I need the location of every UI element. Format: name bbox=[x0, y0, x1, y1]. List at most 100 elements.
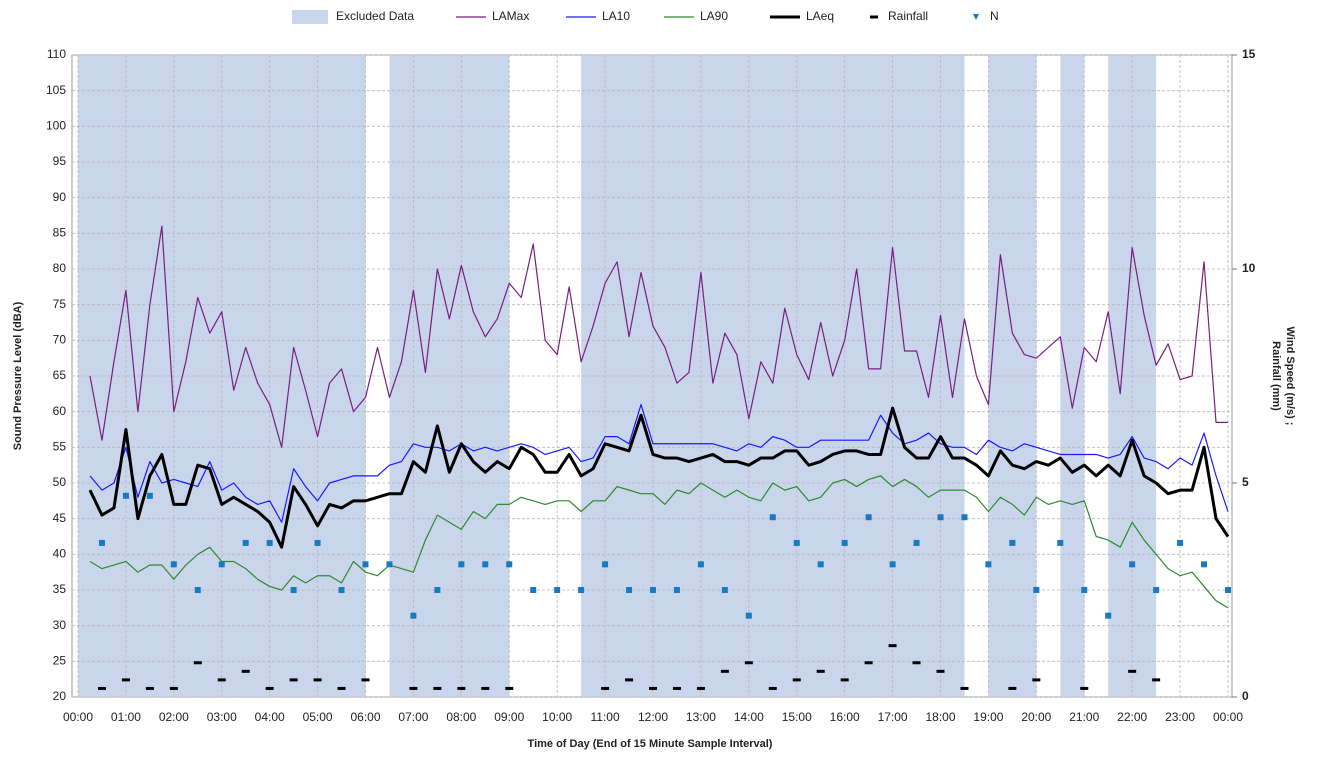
rain-marker bbox=[912, 661, 921, 665]
rain-marker bbox=[816, 669, 825, 673]
rain-marker bbox=[601, 686, 610, 690]
y-tick-label: 110 bbox=[47, 47, 66, 61]
x-tick-label: 18:00 bbox=[925, 710, 955, 724]
wind-marker bbox=[1225, 587, 1231, 593]
wind-marker bbox=[1129, 561, 1136, 568]
rain-marker bbox=[145, 686, 154, 690]
legend-swatch bbox=[870, 15, 878, 19]
wind-marker bbox=[1153, 587, 1160, 593]
y2-tick-label: 15 bbox=[1242, 47, 1256, 61]
x-tick-label: 12:00 bbox=[638, 710, 668, 724]
wind-marker bbox=[1033, 587, 1040, 593]
wind-marker bbox=[410, 612, 417, 619]
wind-marker bbox=[554, 587, 561, 593]
rain-marker bbox=[409, 686, 418, 690]
y2-axis-title: Wind Speed (m/s) ; bbox=[1284, 327, 1296, 426]
wind-marker bbox=[817, 561, 824, 568]
rain-marker bbox=[744, 661, 753, 665]
legend-swatch bbox=[292, 10, 328, 24]
wind-marker bbox=[218, 561, 225, 568]
y-tick-label: 55 bbox=[53, 440, 67, 454]
rain-marker bbox=[840, 678, 849, 682]
wind-marker bbox=[146, 492, 153, 499]
wind-marker bbox=[194, 587, 201, 593]
wind-marker bbox=[745, 612, 752, 619]
rain-marker bbox=[1152, 678, 1161, 682]
wind-marker bbox=[386, 561, 393, 568]
wind-marker bbox=[458, 561, 465, 568]
wind-marker bbox=[937, 514, 944, 521]
y-tick-label: 30 bbox=[53, 618, 67, 632]
rain-marker bbox=[649, 686, 657, 690]
legend-label: LA10 bbox=[602, 9, 630, 23]
rain-marker bbox=[696, 686, 705, 690]
wind-marker bbox=[1105, 612, 1112, 619]
legend: Excluded Data LAMax LA10 LA90 LAeq Rainfall N bbox=[292, 9, 999, 24]
wind-marker bbox=[338, 587, 345, 593]
wind-marker bbox=[602, 561, 609, 568]
y-tick-label: 25 bbox=[53, 654, 67, 668]
y2-tick-label: 0 bbox=[1242, 689, 1249, 703]
wind-marker bbox=[1201, 561, 1208, 568]
legend-label: Excluded Data bbox=[336, 9, 414, 23]
x-tick-label: 03:00 bbox=[207, 710, 237, 724]
wind-marker bbox=[1057, 539, 1064, 546]
x-tick-label: 21:00 bbox=[1069, 710, 1099, 724]
wind-marker bbox=[1081, 587, 1088, 593]
wind-marker bbox=[290, 587, 297, 593]
x-tick-label: 07:00 bbox=[398, 710, 428, 724]
rain-marker bbox=[457, 686, 466, 690]
x-tick-label: 14:00 bbox=[734, 710, 764, 724]
y2-axis-title: Rainfall (mm) bbox=[1270, 341, 1282, 411]
wind-marker bbox=[1009, 539, 1016, 546]
y-tick-label: 20 bbox=[53, 689, 67, 703]
y-tick-label: 65 bbox=[53, 368, 67, 382]
y-tick-label: 35 bbox=[53, 582, 67, 596]
y-tick-label: 100 bbox=[46, 119, 66, 133]
x-tick-label: 10:00 bbox=[542, 710, 572, 724]
rain-marker bbox=[1128, 669, 1137, 673]
rain-marker bbox=[1080, 686, 1089, 690]
legend-label: LAeq bbox=[806, 9, 834, 23]
rain-marker bbox=[433, 686, 442, 690]
series-line bbox=[89, 475, 1229, 609]
rain-marker bbox=[768, 686, 777, 690]
y2-tick-label: 5 bbox=[1242, 475, 1249, 489]
y-tick-label: 90 bbox=[53, 190, 67, 204]
wind-marker bbox=[889, 561, 896, 568]
x-tick-label: 08:00 bbox=[446, 710, 476, 724]
wind-marker bbox=[482, 561, 489, 568]
legend-label: Rainfall bbox=[888, 9, 928, 23]
series-line bbox=[88, 406, 1230, 549]
rain-marker bbox=[625, 678, 634, 682]
x-tick-label: 09:00 bbox=[494, 710, 524, 724]
wind-marker bbox=[841, 539, 848, 546]
x-tick-label: 15:00 bbox=[782, 710, 812, 724]
x-tick-label: 17:00 bbox=[878, 710, 908, 724]
wind-marker bbox=[170, 561, 177, 568]
wind-marker bbox=[434, 587, 441, 593]
y2-tick-label: 10 bbox=[1242, 261, 1256, 275]
rain-marker bbox=[361, 678, 370, 682]
x-tick-label: 20:00 bbox=[1021, 710, 1051, 724]
y-axis-title: Sound Pressure Level (dBA) bbox=[12, 301, 24, 450]
x-tick-label: 11:00 bbox=[591, 710, 620, 724]
rain-marker bbox=[960, 686, 969, 690]
rain-marker bbox=[97, 686, 106, 690]
wind-marker bbox=[98, 539, 105, 546]
x-tick-label: 16:00 bbox=[830, 710, 860, 724]
rain-marker bbox=[217, 678, 226, 682]
rain-marker bbox=[672, 686, 681, 690]
y-tick-label: 70 bbox=[53, 333, 67, 347]
x-tick-label: 13:00 bbox=[686, 710, 716, 724]
wind-marker bbox=[865, 514, 872, 521]
rain-marker bbox=[720, 669, 729, 673]
y-tick-label: 85 bbox=[53, 226, 67, 240]
x-tick-label: 02:00 bbox=[159, 710, 189, 724]
x-tick-label: 23:00 bbox=[1165, 710, 1195, 724]
x-tick-label: 05:00 bbox=[303, 710, 333, 724]
x-tick-label: 06:00 bbox=[350, 710, 380, 724]
legend-label: LAMax bbox=[492, 9, 529, 23]
